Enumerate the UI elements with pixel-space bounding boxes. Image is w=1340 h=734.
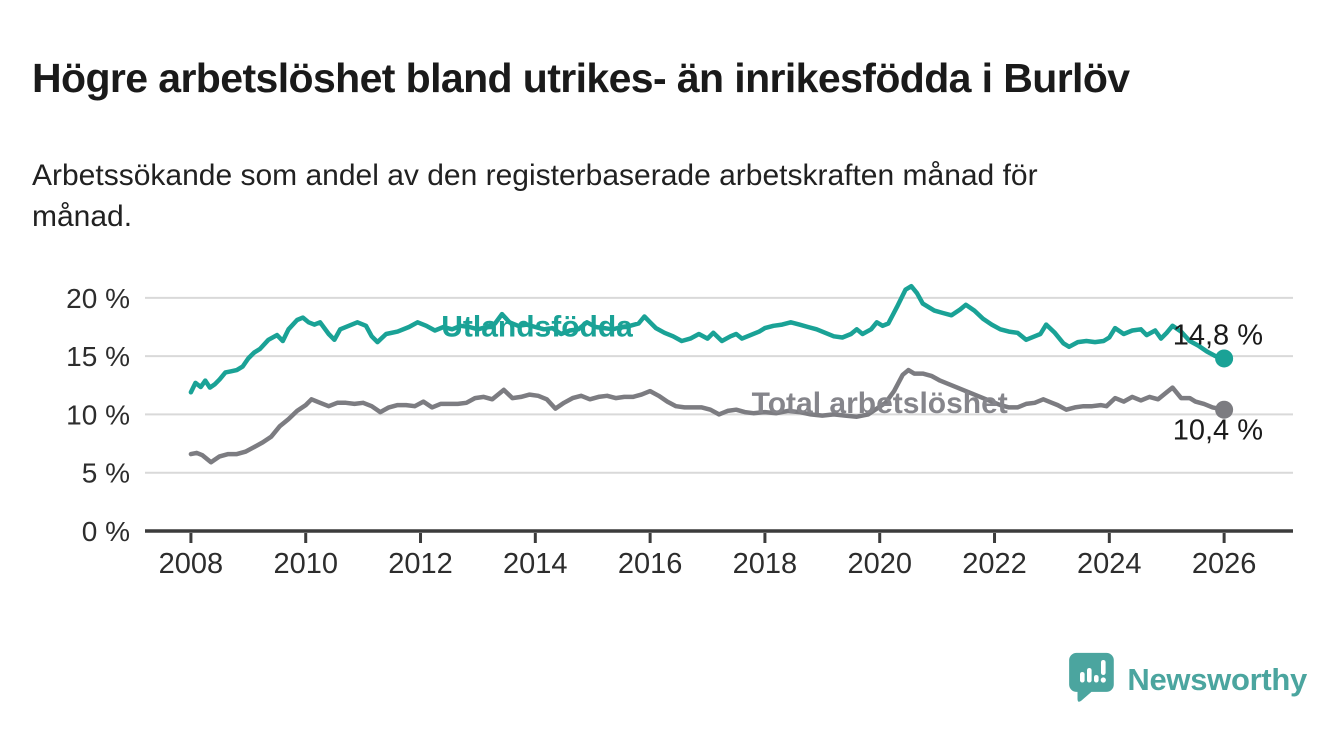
y-tick-label: 20 % (66, 283, 130, 314)
series-end-dot (1215, 349, 1234, 368)
y-tick-label: 10 % (66, 399, 130, 430)
series-end-value-label: 10,4 % (1173, 415, 1263, 447)
x-tick-label: 2008 (159, 548, 224, 580)
y-tick-label: 15 % (66, 341, 130, 372)
series-end-value-label: 14,8 % (1173, 319, 1263, 351)
newsworthy-brand-text: Newsworthy (1127, 661, 1307, 697)
series-end-dot (1215, 400, 1234, 419)
series-label: Total arbetslöshet (752, 387, 1008, 420)
x-tick-label: 2024 (1077, 548, 1142, 580)
x-tick-label: 2020 (847, 548, 912, 580)
x-tick-label: 2026 (1192, 548, 1257, 580)
y-tick-label: 5 % (82, 458, 130, 489)
chart-subtitle: Arbetssökande som andel av den registerb… (32, 159, 1038, 234)
unemployment-line-chart: 0 % 5 % 10 % 15 % 20 % 2008 2010 2012 2014 2016 20… (0, 260, 1340, 590)
x-tick-label: 2016 (618, 548, 683, 580)
x-tick-label: 2022 (962, 548, 1027, 580)
page-title: Högre arbetslöshet bland utrikes- än inr… (32, 55, 1130, 102)
y-tick-label: 0 % (82, 516, 130, 547)
x-tick-label: 2012 (388, 548, 453, 580)
series-line-total-arbetsl-shet (188, 367, 1227, 465)
newsworthy-logo[interactable]: Newsworthy (1069, 651, 1307, 708)
x-tick-label: 2018 (733, 548, 798, 580)
x-tick-label: 2014 (503, 548, 568, 580)
x-tick-label: 2010 (273, 548, 338, 580)
series-label: Utlandsfödda (441, 310, 633, 343)
series-line-utlandsf-dda (188, 283, 1227, 395)
bar-chart-speech-bubble-icon (1069, 651, 1116, 708)
